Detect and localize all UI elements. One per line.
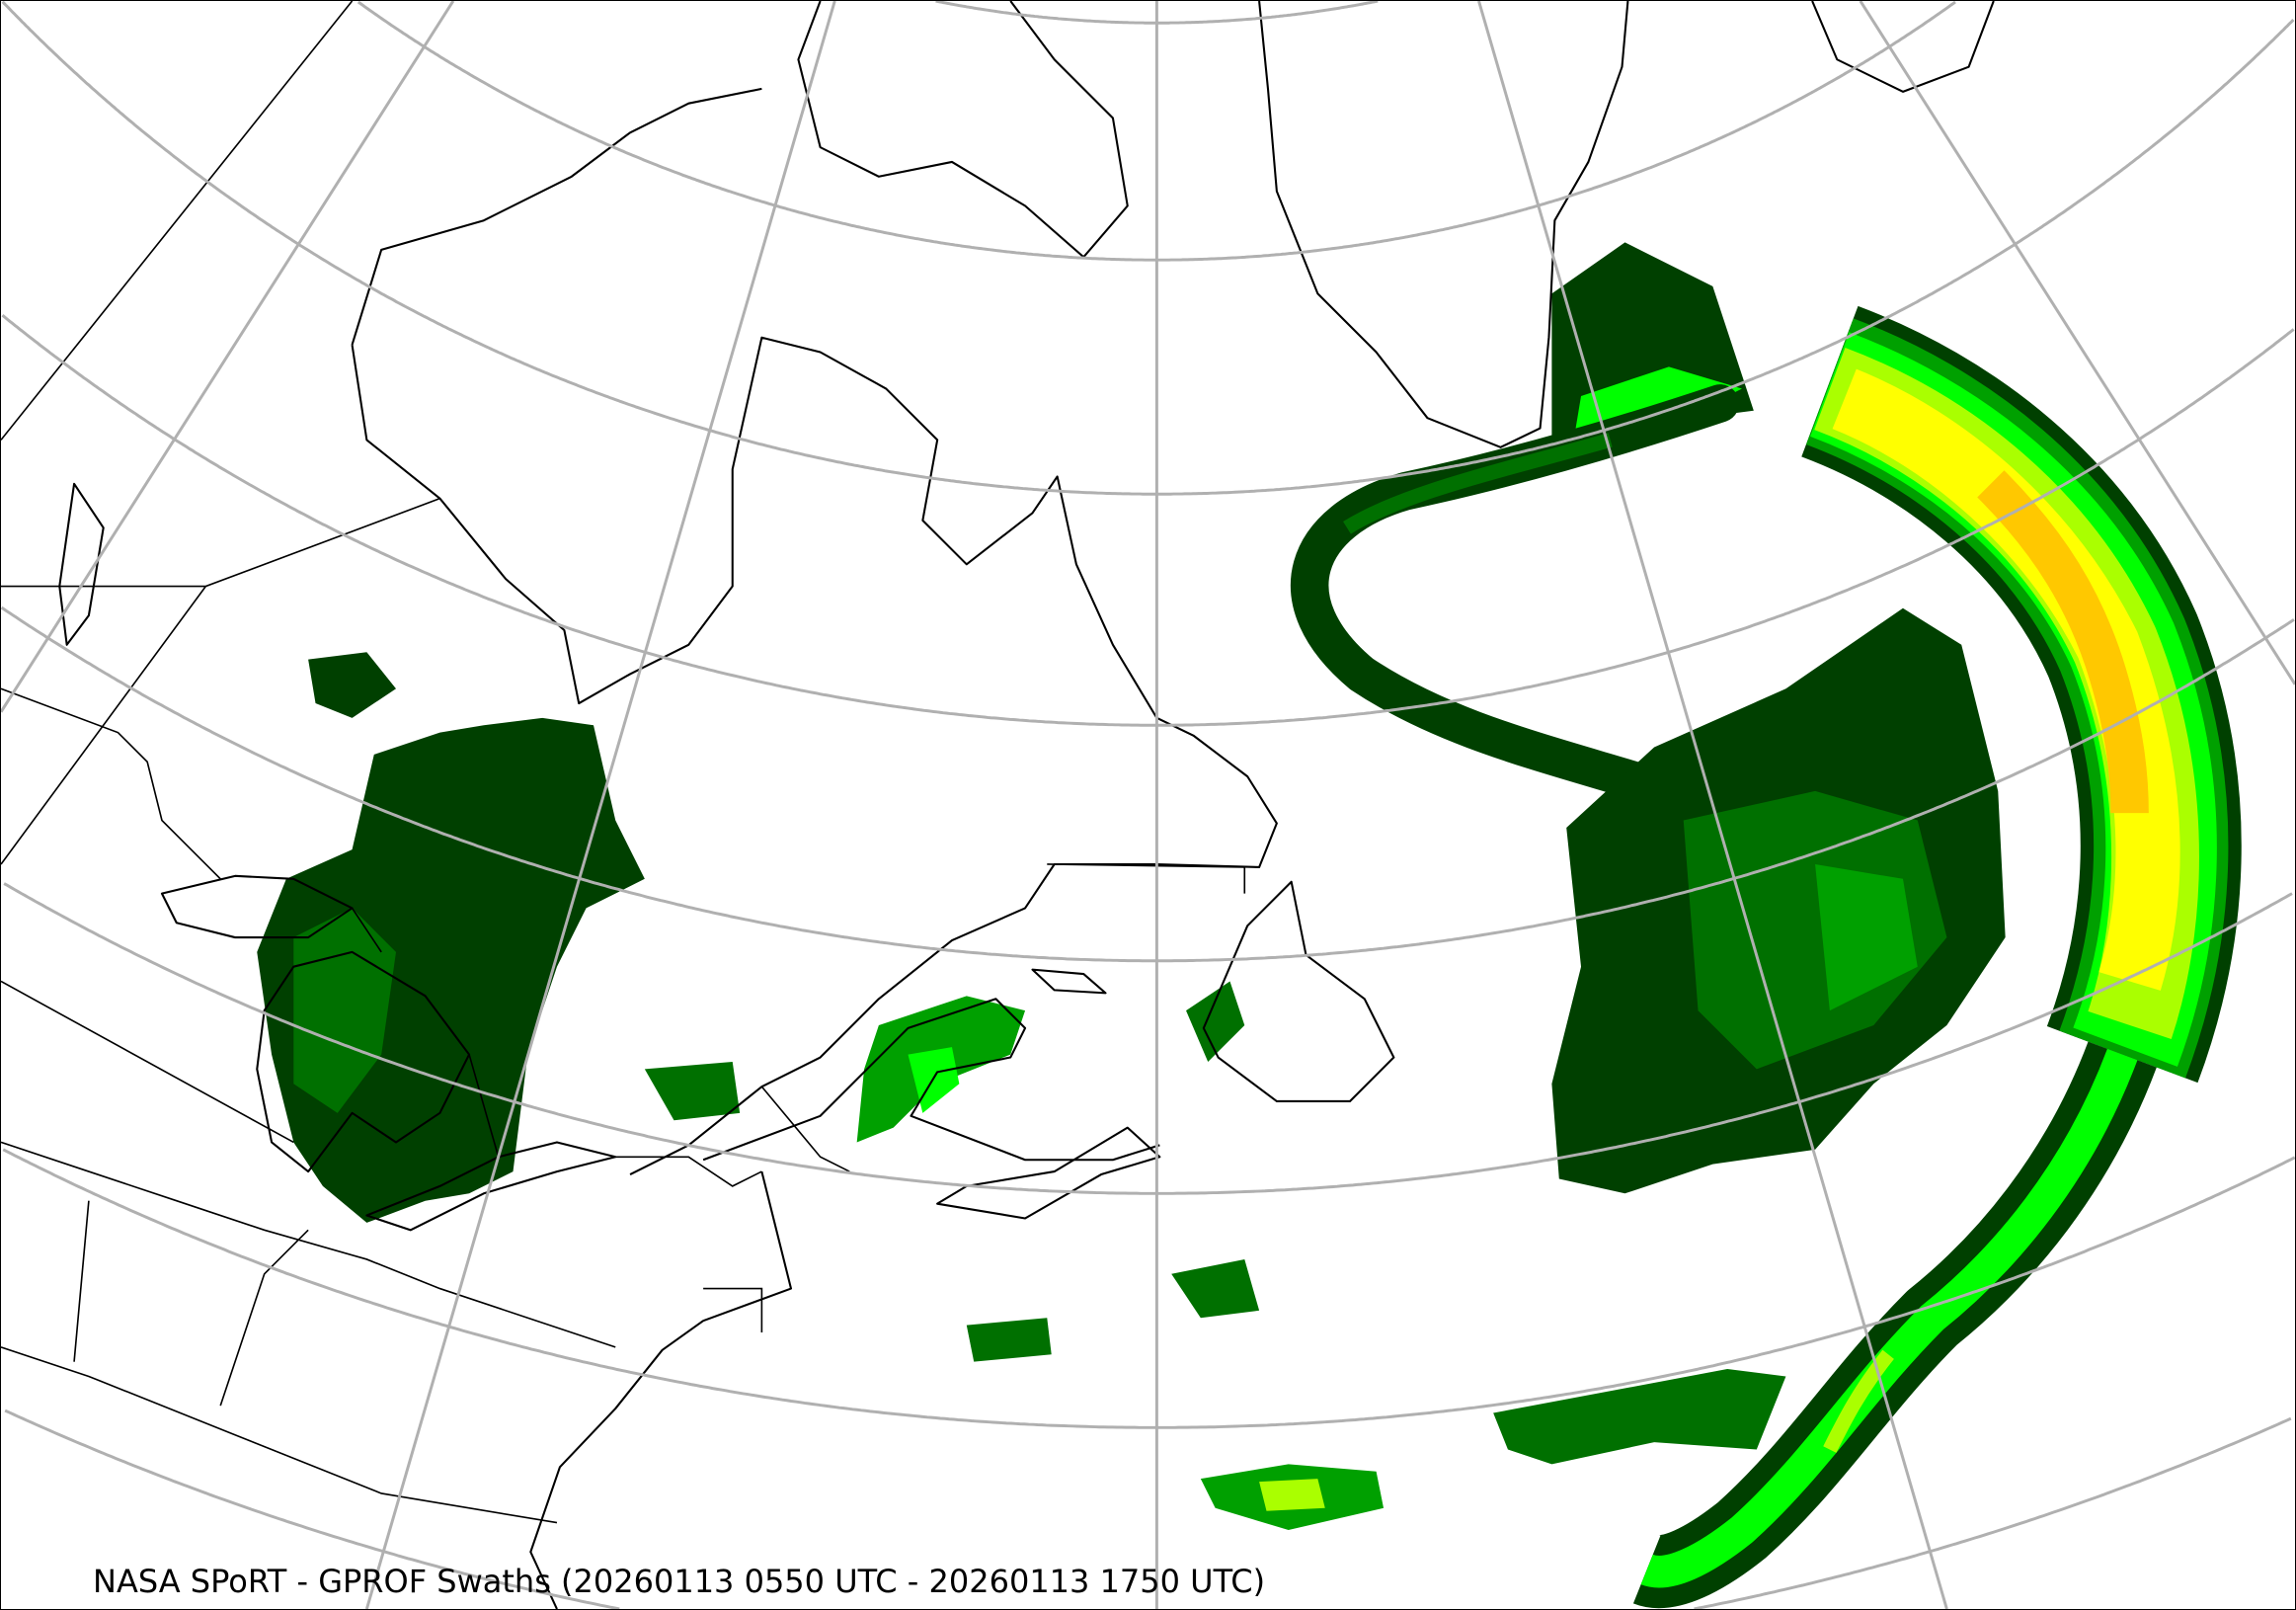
coastline-gulf-south-shore [702, 998, 1160, 1162]
precip-region-main-low-inner [1683, 790, 1947, 1070]
precip-region-atlantic-south-1 [1171, 1258, 1260, 1319]
meridian-line [364, 1, 836, 1609]
coastline-iceland [1811, 1, 1995, 93]
coastline-greenland [1258, 1, 1629, 448]
border-us-states [1, 980, 763, 1524]
coastline-lake-superior [160, 874, 354, 939]
parallel-line [1, 605, 2295, 963]
coastline-lake-erie-ontario [365, 1141, 617, 1232]
precip-region-ontario-scatter [308, 652, 397, 718]
border-provinces [1, 1, 1246, 1172]
parallel-line [1, 314, 2295, 727]
parallel-line [2, 1148, 2295, 1429]
parallel-line [3, 882, 2293, 1195]
precip-region-main-low-core [1815, 863, 1918, 1011]
parallel-line [1, 1, 2295, 496]
coastlines [58, 1, 1995, 1609]
meridian-line [1859, 1, 2295, 685]
coastline-anticosti [1031, 968, 1107, 995]
precip-front-south-yellow [1823, 1349, 1894, 1453]
precip-region-atlantic-south-3 [966, 1318, 1052, 1362]
coastline-newfoundland [1202, 880, 1395, 1103]
parallel-line [1694, 1416, 2292, 1609]
precip-region-quebec-scatter [644, 1061, 741, 1121]
coastline-lake-michigan-huron [256, 950, 471, 1173]
coastline-lake-winnipeg [58, 482, 105, 646]
coastline-hudson-bay [351, 336, 1278, 1175]
precip-region-great-lakes [257, 717, 645, 1223]
precip-swirl-arm-inner [1343, 433, 1613, 534]
coastline-us-east [529, 1170, 793, 1609]
border-canada-us [1, 687, 762, 1187]
coastline-hudson-west [351, 87, 762, 346]
precip-front-band-orange [1977, 470, 2149, 814]
coastline-baffin [797, 1, 1129, 259]
meridian-line [1477, 1, 1948, 1609]
political-borders [1, 1, 1246, 1524]
map-caption: NASA SPoRT - GPROF Swaths (20260113 0550… [93, 1563, 1266, 1600]
coastline-nova-scotia [936, 1126, 1161, 1220]
meridian-line [1, 1, 455, 713]
precipitation-layer [257, 242, 2242, 1609]
precip-region-newfoundland [1186, 981, 1245, 1062]
parallel-line [4, 1409, 620, 1609]
precip-scatter-south [1493, 1369, 1786, 1465]
precip-region-atlantic-south-2-bright [1259, 1479, 1325, 1511]
